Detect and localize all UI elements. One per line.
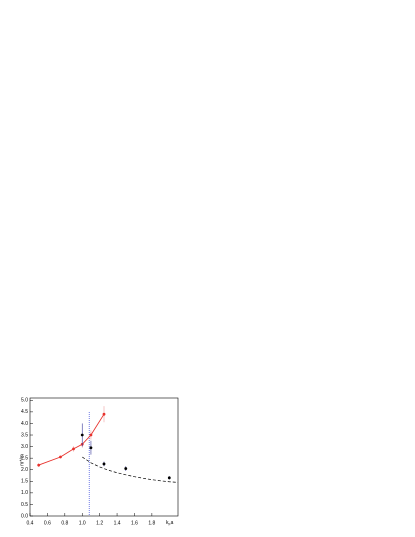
x-tick-label: 1.0 <box>79 520 86 526</box>
x-tick-label: 1.2 <box>96 520 103 526</box>
data-point <box>124 467 128 470</box>
x-axis-label: kFa <box>166 520 174 526</box>
y-tick-label: 0.0 <box>21 513 28 519</box>
dashed-curve <box>82 456 179 483</box>
data-point <box>89 433 93 437</box>
y-tick-label: 4.5 <box>21 409 28 415</box>
y-tick-label: 3.0 <box>21 444 28 450</box>
x-tick-label: 1.8 <box>148 520 155 526</box>
plot-frame <box>29 397 179 517</box>
x-tick-label: 0.8 <box>61 520 68 526</box>
data-point <box>89 446 93 450</box>
x-tick-label: 0.6 <box>44 520 51 526</box>
data-point <box>102 462 106 466</box>
series-line <box>38 413 105 466</box>
x-label-sub: F <box>169 522 171 526</box>
y-tick-label: 2.5 <box>21 455 28 461</box>
x-tick-label: 1.4 <box>114 520 121 526</box>
x-label-main: k <box>166 520 169 526</box>
data-point <box>80 433 84 437</box>
data-point <box>102 412 106 416</box>
y-tick-label: 1.0 <box>21 490 28 496</box>
y-axis-label: m*/m <box>19 454 25 466</box>
y-tick-label: 3.5 <box>21 432 28 438</box>
data-point <box>59 455 62 459</box>
y-tick-label: 0.5 <box>21 502 28 508</box>
x-tick-label: 0.4 <box>27 520 34 526</box>
y-tick-label: 5.0 <box>21 398 28 404</box>
y-tick-label: 2.0 <box>21 467 28 473</box>
x-label-rest: a <box>171 520 174 526</box>
data-point <box>167 476 171 480</box>
x-tick-label: 1.6 <box>131 520 138 526</box>
data-point <box>37 463 41 467</box>
data-point <box>72 447 75 451</box>
y-tick-label: 1.5 <box>21 479 28 485</box>
y-tick-label: 4.0 <box>21 421 28 427</box>
